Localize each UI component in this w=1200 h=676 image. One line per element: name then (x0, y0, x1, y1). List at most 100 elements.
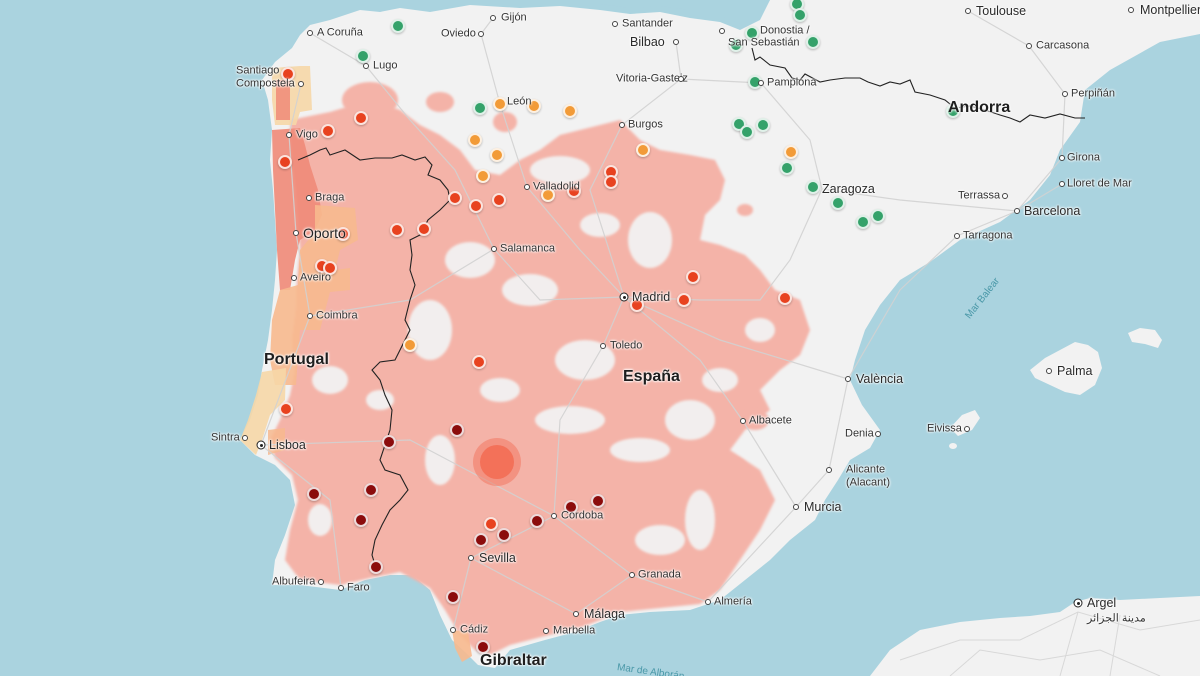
city-label[interactable]: Oviedo (441, 27, 476, 40)
fire-marker-red[interactable] (686, 270, 700, 284)
city-label[interactable]: València (856, 371, 904, 386)
fire-marker-green[interactable] (806, 35, 820, 49)
fire-marker-dark-red[interactable] (564, 500, 578, 514)
city-label[interactable]: Granada (638, 568, 681, 581)
fire-marker-dark-red[interactable] (369, 560, 383, 574)
fire-marker-orange[interactable] (636, 143, 650, 157)
fire-marker-green[interactable] (473, 101, 487, 115)
city-label[interactable]: Carcasona (1036, 39, 1090, 52)
fire-marker-green[interactable] (391, 19, 405, 33)
fire-marker-green[interactable] (793, 8, 807, 22)
fire-marker-red[interactable] (281, 67, 295, 81)
city-label[interactable]: Palma (1057, 363, 1093, 378)
fire-marker-green[interactable] (871, 209, 885, 223)
city-label[interactable]: Lloret de Mar (1067, 177, 1132, 190)
city-label[interactable]: Pamplona (767, 76, 817, 89)
fire-marker-green[interactable] (745, 26, 759, 40)
city-label[interactable]: Almería (714, 595, 752, 608)
city-label[interactable]: León (507, 95, 532, 108)
city-label[interactable]: Girona (1067, 151, 1101, 164)
fire-marker-red[interactable] (279, 402, 293, 416)
fire-marker-dark-red[interactable] (450, 423, 464, 437)
city-label[interactable]: Tarragona (963, 229, 1013, 242)
city-label[interactable]: Faro (347, 581, 370, 594)
city-label[interactable]: Gijón (501, 11, 527, 24)
city-label[interactable]: Santiago (236, 64, 280, 77)
fire-marker-red[interactable] (492, 193, 506, 207)
fire-marker-dark-red[interactable] (364, 483, 378, 497)
city-label[interactable]: Santander (622, 17, 673, 30)
fire-marker-orange[interactable] (563, 104, 577, 118)
city-label[interactable]: Coimbra (316, 309, 358, 322)
city-label[interactable]: Bilbao (630, 34, 665, 49)
fire-marker-dark-red[interactable] (530, 514, 544, 528)
fire-marker-dark-red[interactable] (382, 435, 396, 449)
city-label[interactable]: Perpiñán (1071, 87, 1116, 100)
fire-marker-orange[interactable] (784, 145, 798, 159)
city-label[interactable]: Toledo (610, 339, 643, 352)
fire-marker-red[interactable] (778, 291, 792, 305)
city-label[interactable]: Marbella (553, 624, 596, 637)
fire-marker-green[interactable] (831, 196, 845, 210)
fire-marker-orange[interactable] (490, 148, 504, 162)
fire-marker-dark-red[interactable] (307, 487, 321, 501)
city-label[interactable]: Aveiro (300, 271, 331, 284)
fire-marker-orange[interactable] (541, 188, 555, 202)
city-label[interactable]: Burgos (628, 118, 663, 131)
fire-marker-red[interactable] (630, 298, 644, 312)
city-label[interactable]: Sintra (211, 431, 240, 444)
city-label[interactable]: Sevilla (479, 550, 516, 565)
city-label[interactable]: Braga (315, 191, 345, 204)
fire-marker-red[interactable] (323, 261, 337, 275)
city-label[interactable]: Vitoria-Gasteiz (616, 72, 688, 85)
city-label[interactable]: Albacete (749, 414, 792, 427)
fire-marker-dark-red[interactable] (474, 533, 488, 547)
fire-marker-red[interactable] (567, 184, 581, 198)
city-label[interactable]: Eivissa (927, 422, 962, 435)
city-label[interactable]: A Coruña (317, 26, 363, 39)
fire-marker-red[interactable] (336, 227, 350, 241)
active-fire-core[interactable] (480, 445, 514, 479)
fire-marker-red[interactable] (484, 517, 498, 531)
fire-marker-dark-red[interactable] (446, 590, 460, 604)
city-label[interactable]: Donostia / (760, 24, 810, 37)
fire-marker-green[interactable] (740, 125, 754, 139)
city-label[interactable]: (Alacant) (846, 476, 891, 489)
city-label[interactable]: Oporto (303, 225, 346, 241)
fire-marker-green[interactable] (946, 104, 960, 118)
city-label[interactable]: Albufeira (272, 575, 316, 588)
city-label[interactable]: Valladolid (533, 180, 580, 193)
city-label[interactable]: Madrid (632, 289, 671, 304)
city-label[interactable]: Argel (1087, 595, 1117, 610)
city-label[interactable]: Murcia (804, 499, 842, 514)
fire-marker-green[interactable] (729, 38, 743, 52)
fire-marker-red[interactable] (469, 199, 483, 213)
fire-marker-orange[interactable] (527, 99, 541, 113)
fire-marker-orange[interactable] (493, 97, 507, 111)
city-label[interactable]: Lugo (373, 59, 398, 72)
fire-marker-dark-red[interactable] (476, 640, 490, 654)
city-label[interactable]: مدينة الجزائر (1087, 612, 1146, 625)
city-label[interactable]: Montpellier (1140, 2, 1200, 17)
fire-marker-red[interactable] (354, 111, 368, 125)
fire-marker-orange[interactable] (468, 133, 482, 147)
fire-marker-green[interactable] (356, 49, 370, 63)
fire-marker-red[interactable] (472, 355, 486, 369)
fire-marker-red[interactable] (417, 222, 431, 236)
city-label[interactable]: Málaga (584, 606, 625, 621)
city-label[interactable]: Toulouse (976, 3, 1027, 18)
fire-marker-green[interactable] (856, 215, 870, 229)
fire-marker-green[interactable] (806, 180, 820, 194)
fire-marker-red[interactable] (448, 191, 462, 205)
fire-marker-orange[interactable] (476, 169, 490, 183)
fire-marker-red[interactable] (677, 293, 691, 307)
city-label[interactable]: Vigo (296, 128, 318, 141)
fire-marker-orange[interactable] (403, 338, 417, 352)
city-label[interactable]: Lisboa (269, 437, 306, 452)
city-label[interactable]: Barcelona (1024, 203, 1081, 218)
fire-marker-green[interactable] (756, 118, 770, 132)
fire-marker-dark-red[interactable] (497, 528, 511, 542)
fire-marker-red[interactable] (390, 223, 404, 237)
city-label[interactable]: San Sebastián (728, 36, 800, 49)
